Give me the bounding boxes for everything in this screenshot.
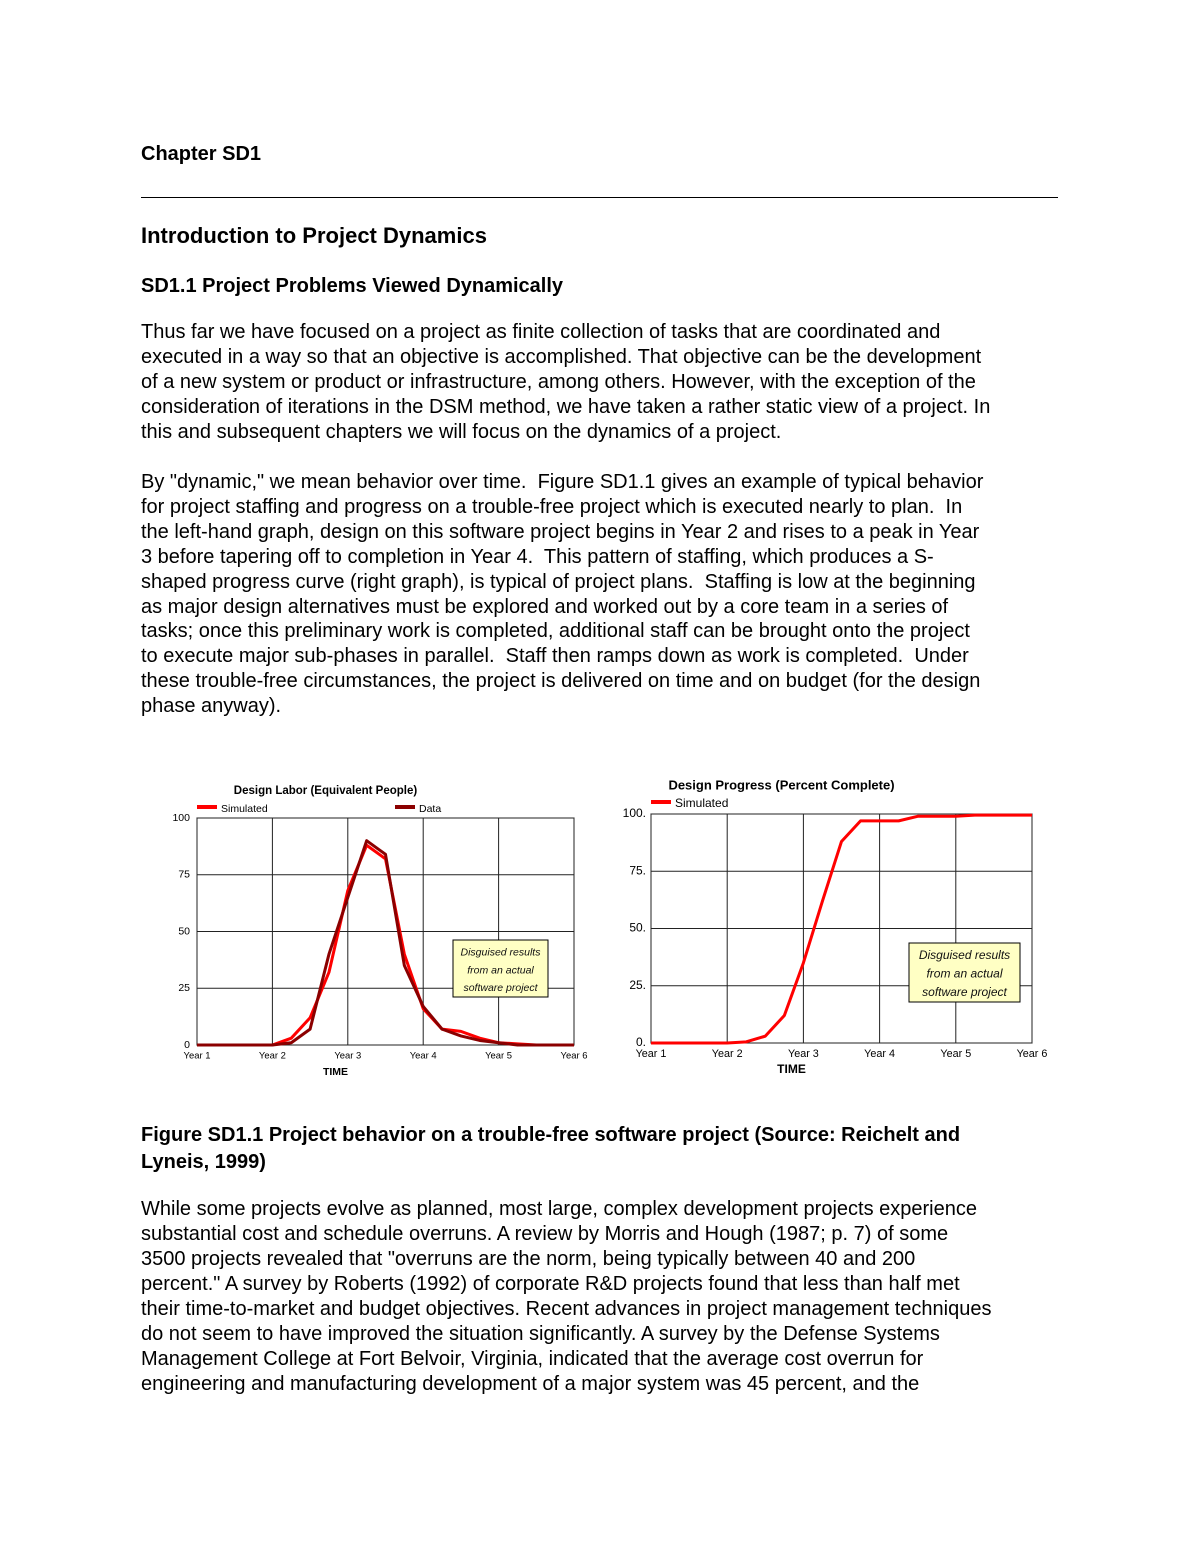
text-line: the left-hand graph, design on this soft… xyxy=(141,520,980,543)
text-line: phase anyway). xyxy=(141,695,282,718)
chart: 0. 25. 50. 75. 100. Year 1 Year 2 Year 3 Year 4 Y… xyxy=(623,777,1048,1076)
annotation-box xyxy=(452,939,549,998)
text-line: shaped progress curve (right graph), is … xyxy=(141,570,976,593)
text-line: 3 before tapering off to completion in Y… xyxy=(141,545,934,568)
text-line: of a new system or product or infrastruc… xyxy=(141,371,976,393)
section-heading: SD1.1 Project Problems Viewed Dynamicall… xyxy=(141,275,564,297)
x-tick-label: Year 2 xyxy=(259,1051,286,1062)
legend-label: Data xyxy=(419,803,441,815)
annotation-text: software project xyxy=(922,985,1007,999)
series-line xyxy=(197,839,574,1047)
text-line: executed in a way so that an objective i… xyxy=(141,346,982,368)
annotation-text: from an actual xyxy=(467,964,534,976)
text-line: engineering and manufacturing developmen… xyxy=(141,1373,920,1395)
text-line: these trouble-free circumstances, the pr… xyxy=(141,670,981,693)
text-line: as major design alternatives must be exp… xyxy=(141,595,949,618)
y-tick-label: 0 xyxy=(184,1039,190,1051)
x-tick-label: Year 4 xyxy=(410,1051,437,1062)
y-tick-label: 75. xyxy=(629,863,646,877)
text-line: Management College at Fort Belvoir, Virg… xyxy=(141,1348,924,1370)
x-axis-label: TIME xyxy=(323,1066,348,1078)
x-tick-label: Year 3 xyxy=(788,1048,819,1060)
text-line: to execute major sub-phases in parallel.… xyxy=(141,645,969,668)
x-tick-label: Year 2 xyxy=(712,1048,743,1060)
y-tick-label: 25 xyxy=(178,982,190,994)
y-tick-label: 100 xyxy=(172,812,190,824)
text-line: While some projects evolve as planned, m… xyxy=(141,1198,977,1220)
text-line: substantial cost and schedule overruns. … xyxy=(141,1223,949,1245)
x-tick-label: Year 5 xyxy=(940,1048,971,1060)
text-line: By "dynamic," we mean behavior over time… xyxy=(141,471,984,493)
x-tick-label: Year 6 xyxy=(561,1051,588,1062)
annotation-text: software project xyxy=(463,982,538,994)
chart: 0 25 50 75 100 Year 1 Year 2 Year 3 Year 4 Year 5… xyxy=(172,785,588,1078)
text-line: their time-to-market and budget objectiv… xyxy=(141,1298,992,1320)
x-tick-label: Year 5 xyxy=(485,1051,512,1062)
x-tick-label: Year 3 xyxy=(334,1051,361,1062)
annotation-box xyxy=(908,942,1021,1003)
chart-title: Design Progress (Percent Complete) xyxy=(668,777,894,792)
chart-title: Design Labor (Equivalent People) xyxy=(234,785,418,797)
text-line: Thus far we have focused on a project as… xyxy=(141,321,941,343)
caption-line: Figure SD1.1 Project behavior on a troub… xyxy=(141,1124,961,1146)
y-tick-label: 50. xyxy=(629,921,646,935)
text-line: for project staffing and progress on a t… xyxy=(141,495,963,518)
text-line: this and subsequent chapters we will foc… xyxy=(141,421,782,443)
caption-line: Lyneis, 1999) xyxy=(141,1151,266,1173)
text-line: 3500 projects revealed that "overruns ar… xyxy=(141,1248,916,1270)
x-tick-label: Year 1 xyxy=(184,1051,211,1062)
y-tick-label: 100. xyxy=(623,806,646,820)
legend-label: Simulated xyxy=(675,796,728,810)
annotation-text: Disguised results xyxy=(919,948,1010,962)
text-line: percent." A survey by Roberts (1992) of … xyxy=(141,1273,960,1295)
y-tick-label: 50 xyxy=(178,925,190,937)
text-line: consideration of iterations in the DSM m… xyxy=(141,396,991,418)
series-line xyxy=(651,813,1032,1045)
x-tick-label: Year 6 xyxy=(1017,1048,1048,1060)
legend-label: Simulated xyxy=(221,803,268,815)
title: Introduction to Project Dynamics xyxy=(141,223,487,248)
annotation-text: from an actual xyxy=(926,967,1002,981)
annotation-text: Disguised results xyxy=(461,946,542,958)
rule xyxy=(141,197,1058,198)
text-line: tasks; once this preliminary work is com… xyxy=(141,620,970,643)
y-tick-label: 25. xyxy=(629,978,646,992)
y-tick-label: 75 xyxy=(178,869,190,881)
text-line: do not seem to have improved the situati… xyxy=(141,1323,940,1345)
y-tick-label: 0. xyxy=(636,1035,646,1049)
x-tick-label: Year 4 xyxy=(864,1048,895,1060)
x-axis-label: TIME xyxy=(777,1062,806,1076)
x-tick-label: Year 1 xyxy=(636,1048,667,1060)
chapter: Chapter SD1 xyxy=(141,143,262,165)
